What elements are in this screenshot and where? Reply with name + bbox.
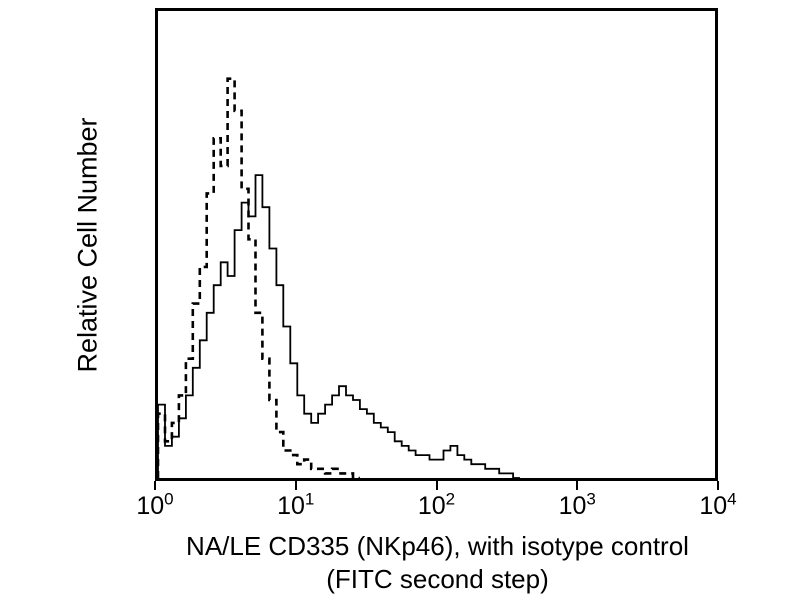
tick-exponent: 1 xyxy=(304,489,315,509)
tick-base: 10 xyxy=(558,492,587,520)
y-axis-label: Relative Cell Number xyxy=(72,117,103,373)
x-tick-mark xyxy=(154,481,156,490)
x-tick-label: 103 xyxy=(558,489,596,521)
x-tick-label: 104 xyxy=(699,489,737,521)
tick-exponent: 4 xyxy=(727,489,737,509)
tick-base: 10 xyxy=(417,492,446,520)
x-tick-mark xyxy=(717,481,719,490)
x-tick-mark xyxy=(576,481,579,490)
tick-base: 10 xyxy=(699,492,728,520)
x-axis-label-line1: NA/LE CD335 (NKp46), with isotype contro… xyxy=(186,531,689,561)
x-axis-label: NA/LE CD335 (NKp46), with isotype contro… xyxy=(75,530,800,596)
x-tick-mark xyxy=(294,481,297,490)
x-axis-label-line2: (FITC second step) xyxy=(326,564,549,594)
x-tick-mark xyxy=(435,481,438,490)
x-tick-label: 100 xyxy=(136,489,174,521)
x-tick-label: 101 xyxy=(277,489,315,521)
tick-exponent: 0 xyxy=(164,489,174,509)
tick-base: 10 xyxy=(136,492,165,520)
tick-exponent: 2 xyxy=(445,489,456,509)
series-cd335-nkp46 xyxy=(158,174,520,478)
plot-svg xyxy=(158,77,520,478)
series-isotype-control xyxy=(158,77,360,478)
plot-area xyxy=(155,8,718,481)
tick-exponent: 3 xyxy=(586,489,596,509)
tick-base: 10 xyxy=(277,492,305,520)
x-tick-label: 102 xyxy=(417,489,456,521)
